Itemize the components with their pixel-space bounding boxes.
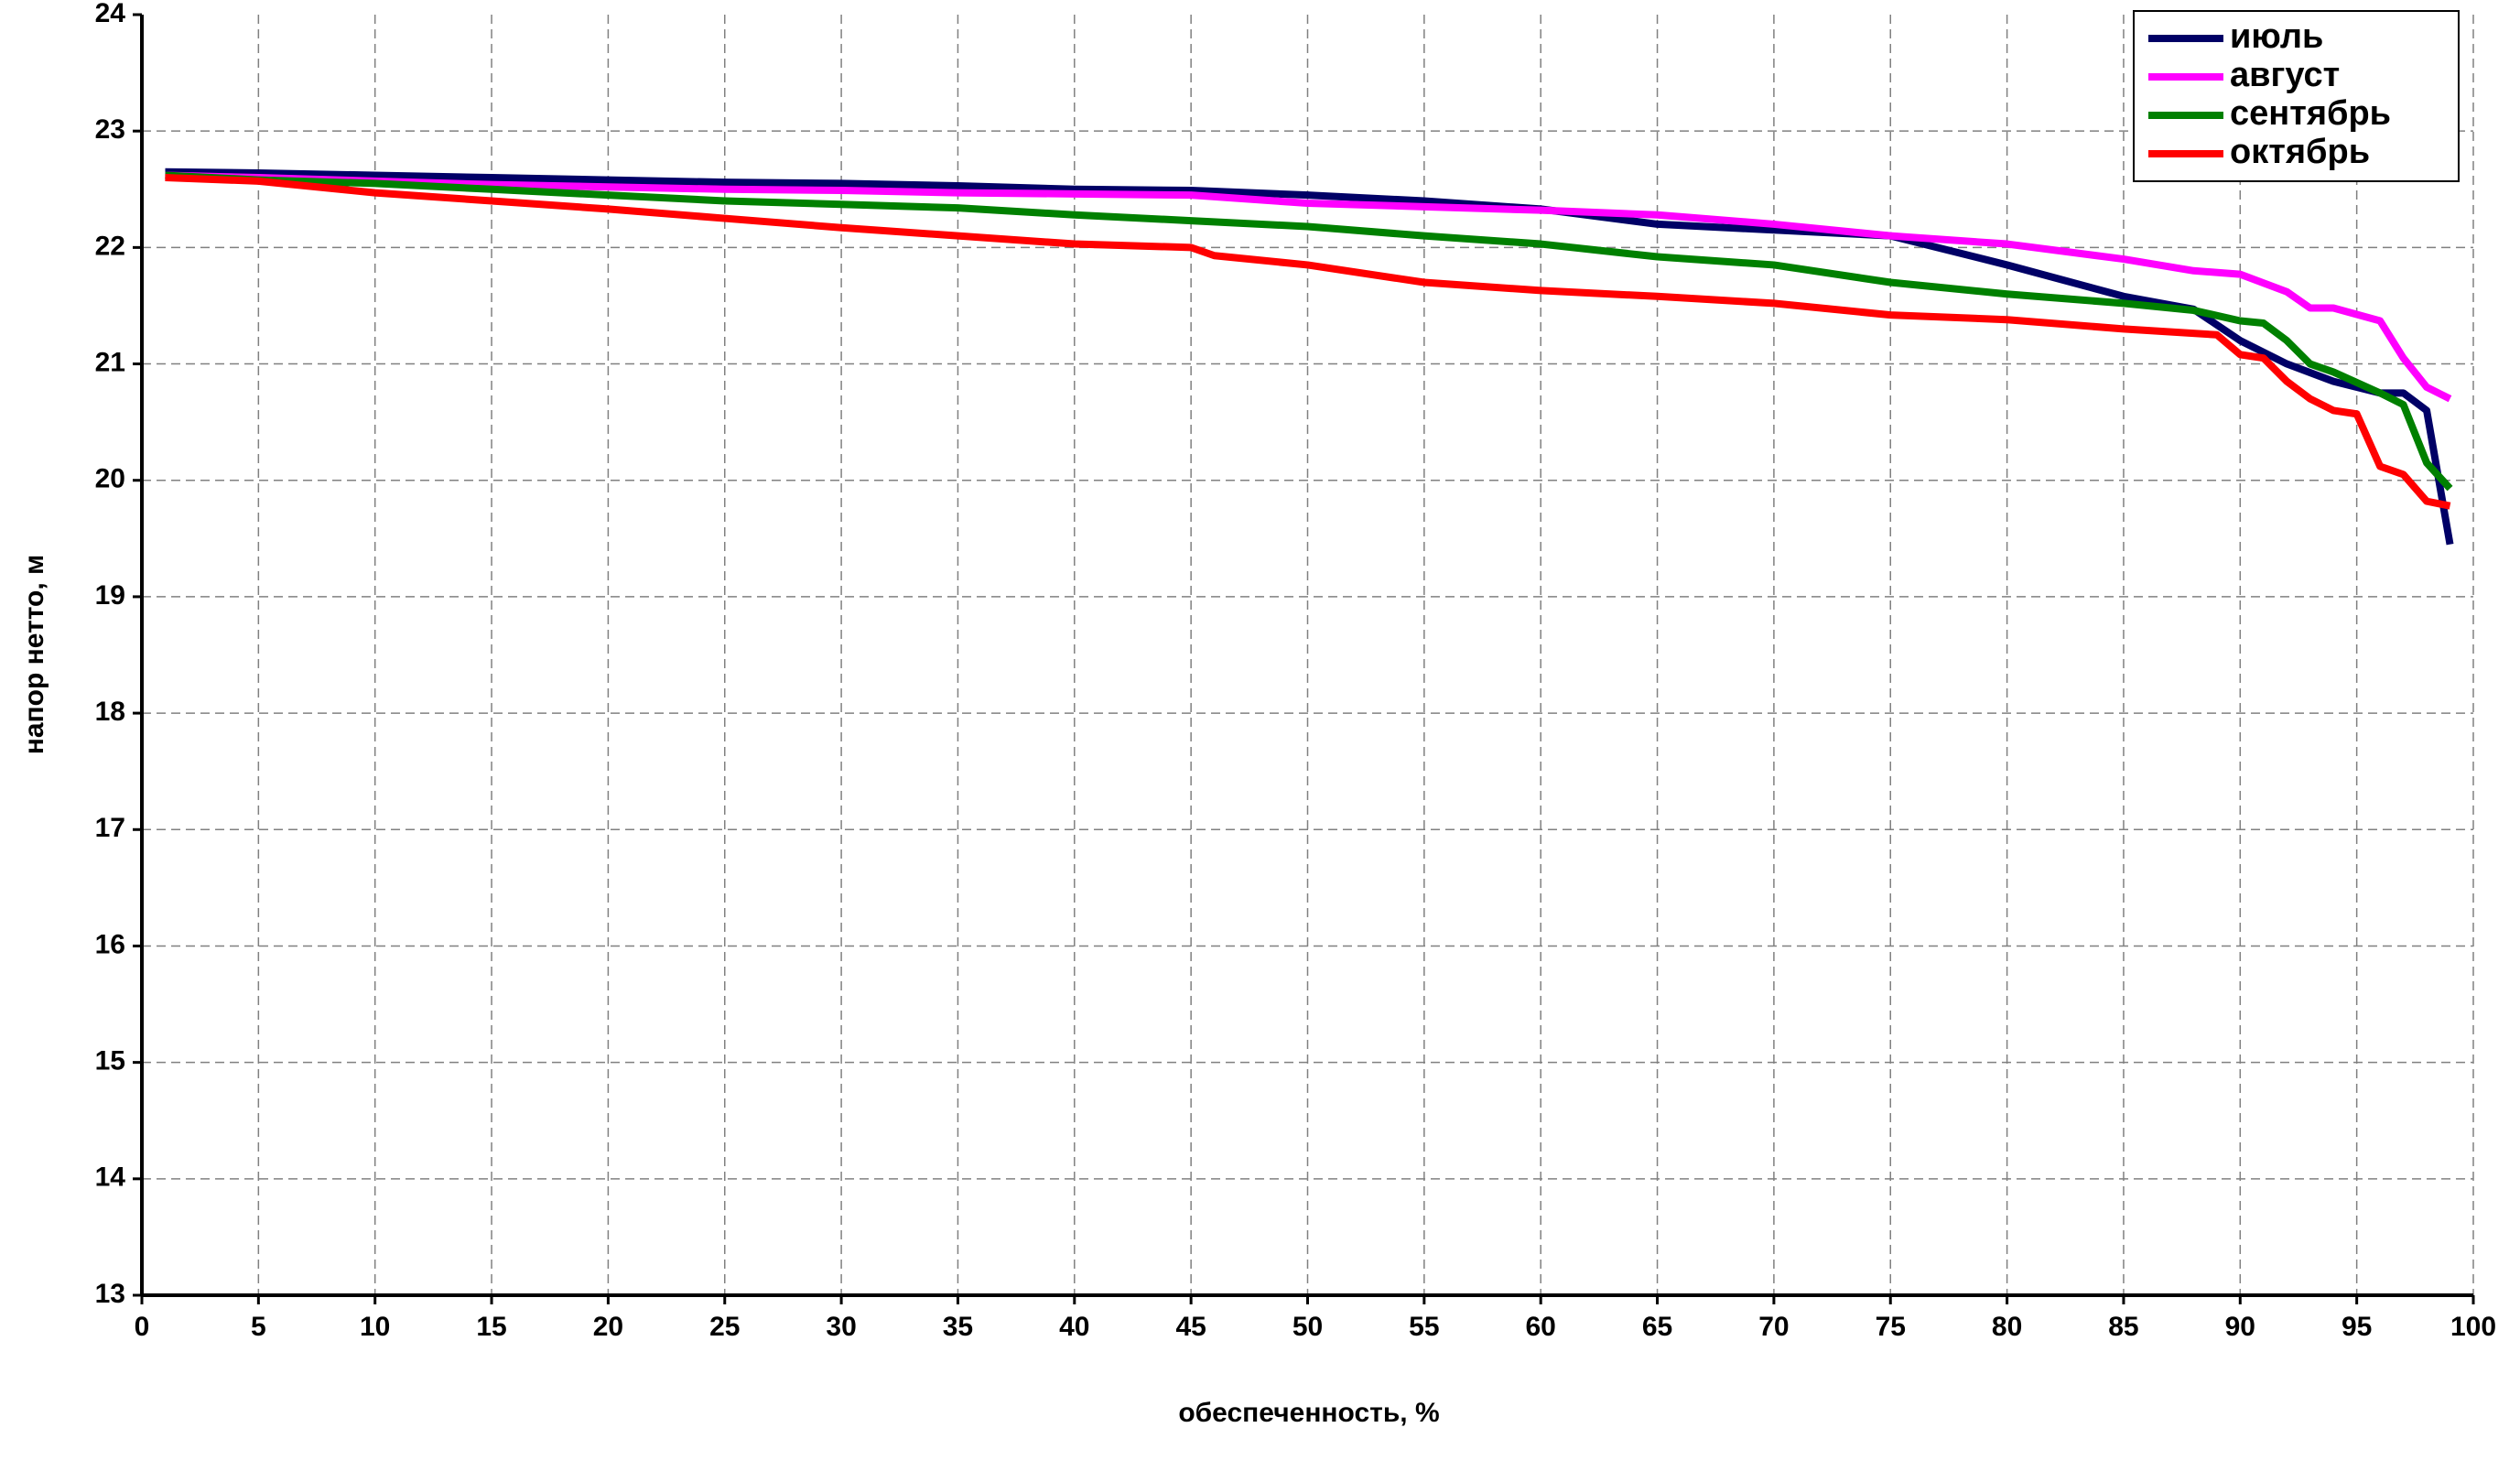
series-line [165,168,2454,546]
legend-label: октябрь [2230,133,2370,171]
x-tick-label: 30 [826,1312,856,1342]
y-tick-label: 15 [95,1046,125,1076]
legend-label: сентябрь [2230,94,2391,133]
y-tick-label: 14 [95,1163,126,1193]
x-tick-label: 20 [593,1312,623,1342]
x-tick-label: 55 [1409,1312,1439,1342]
x-axis-label: обеспеченность, % [1178,1398,1439,1428]
y-tick-label: 17 [95,813,125,843]
legend-label: август [2230,56,2340,94]
x-tick-label: 85 [2108,1312,2138,1342]
legend-label: июль [2230,17,2323,56]
y-tick-label: 18 [95,697,125,727]
x-tick-label: 60 [1526,1312,1556,1342]
y-tick-label: 23 [95,114,125,145]
x-tick-label: 70 [1758,1312,1789,1342]
x-tick-label: 40 [1059,1312,1089,1342]
x-tick-label: 50 [1292,1312,1323,1342]
x-tick-label: 25 [709,1312,740,1342]
x-tick-label: 45 [1175,1312,1206,1342]
y-tick-label: 22 [95,231,125,261]
x-tick-label: 10 [360,1312,390,1342]
x-tick-label: 15 [476,1312,506,1342]
x-tick-label: 65 [1642,1312,1672,1342]
y-tick-label: 13 [95,1279,125,1309]
series-line [165,174,2451,510]
series-line [165,171,2452,403]
x-tick-label: 95 [2342,1312,2372,1342]
y-tick-label: 19 [95,580,125,611]
x-tick-label: 90 [2225,1312,2255,1342]
y-tick-label: 21 [95,347,125,377]
series-line [165,171,2453,492]
y-axis-label: напор нетто, м [19,555,49,755]
y-tick-label: 20 [95,464,125,494]
x-tick-label: 75 [1876,1312,1906,1342]
x-tick-label: 80 [1992,1312,2022,1342]
x-tick-label: 100 [2450,1312,2496,1342]
x-tick-label: 35 [943,1312,973,1342]
y-tick-label: 16 [95,929,125,959]
x-tick-label: 5 [251,1312,266,1342]
y-tick-label: 24 [95,0,126,28]
x-tick-label: 0 [135,1312,150,1342]
